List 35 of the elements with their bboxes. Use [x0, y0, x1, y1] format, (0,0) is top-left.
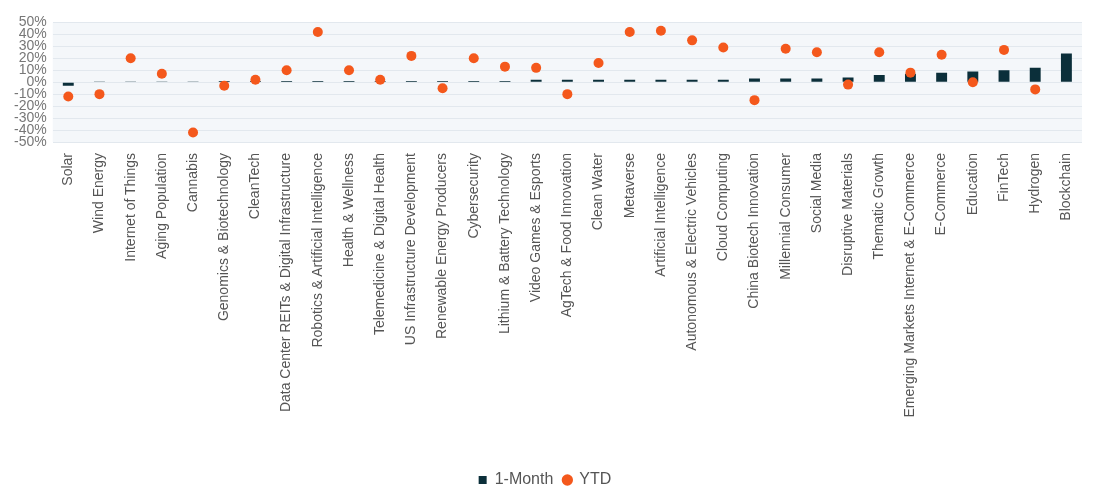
x-tick-label: Social Media: [807, 152, 824, 234]
x-tick-label: US Infrastructure Development: [402, 152, 419, 346]
x-tick-label: Internet of Things: [121, 153, 138, 262]
x-tick-label: Robotics & Artificial Intelligence: [308, 152, 325, 348]
x-tick-label: Video Games & Esports: [527, 153, 544, 303]
legend-label: 1-Month: [494, 470, 554, 488]
x-tick-label: Renewable Energy Producers: [433, 153, 450, 339]
x-tick-label: Cloud Computing: [714, 153, 731, 262]
x-tick-label: Emerging Markets Internet & E-Commerce: [901, 152, 918, 418]
x-tick-label: Genomics & Biotechnology: [215, 153, 232, 322]
x-tick-label: Autonomous & Electric Vehicles: [682, 153, 699, 351]
x-tick-label: Education: [963, 153, 980, 216]
x-tick-label: Cannabis: [183, 153, 200, 213]
x-tick-label: Artificial Intelligence: [651, 152, 668, 277]
x-tick-label: Metaverse: [620, 152, 637, 219]
x-tick-label: Health & Wellness: [339, 153, 356, 268]
x-tick-label: AgTech & Food Innovation: [558, 153, 575, 318]
x-tick-label: Blockchain: [1057, 153, 1074, 221]
x-tick-label: Thematic Growth: [870, 153, 887, 260]
x-tick-label: Cybersecurity: [464, 153, 481, 239]
x-tick-label: Solar: [59, 152, 76, 186]
x-tick-label: Data Center REITs & Digital Infrastructure: [277, 152, 294, 413]
x-tick-label: FinTech: [994, 153, 1011, 203]
x-tick-label: Hydrogen: [1026, 153, 1043, 214]
x-tick-label: Wind Energy: [90, 153, 107, 234]
x-tick-label: Telemedicine & Digital Health: [371, 153, 388, 336]
x-tick-label: Aging Population: [152, 153, 169, 259]
x-tick-label: E-Commerce: [932, 152, 949, 236]
x-tick-label: Disruptive Materials: [838, 153, 855, 276]
x-tick-label: CleanTech: [246, 153, 263, 220]
x-tick-label: Millennial Consumer: [776, 152, 793, 280]
x-tick-label: Lithium & Battery Technology: [495, 153, 512, 335]
legend-label: YTD: [579, 470, 612, 488]
x-tick-label: Clean Water: [589, 152, 606, 231]
x-tick-label: China Biotech Innovation: [745, 153, 762, 309]
